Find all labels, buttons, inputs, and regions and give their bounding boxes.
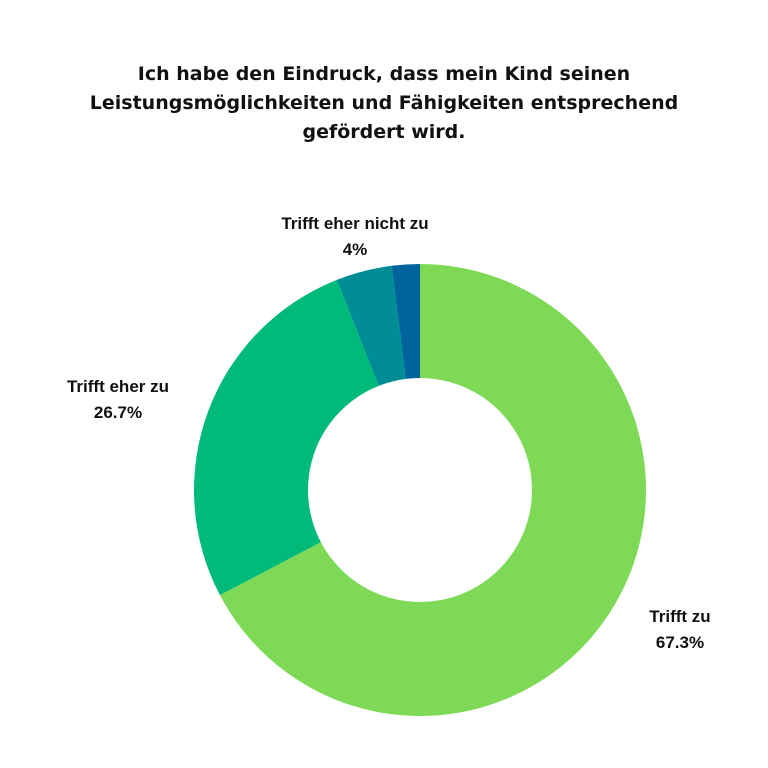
slice-value-label: 67.3% (656, 633, 704, 652)
chart-title: Ich habe den Eindruck, dass mein Kind se… (89, 63, 679, 143)
slice-label: Trifft eher nicht zu (281, 214, 428, 233)
slice-value-label: 4% (343, 240, 368, 259)
slice-label: Trifft zu (649, 607, 710, 626)
pie-slice (219, 264, 646, 717)
pie-slice (193, 279, 379, 596)
pie-slice (391, 264, 420, 379)
pie-slice (336, 265, 406, 386)
slice-value-label: 26.7% (94, 403, 142, 422)
slice-label: Trifft eher zu (67, 377, 169, 396)
